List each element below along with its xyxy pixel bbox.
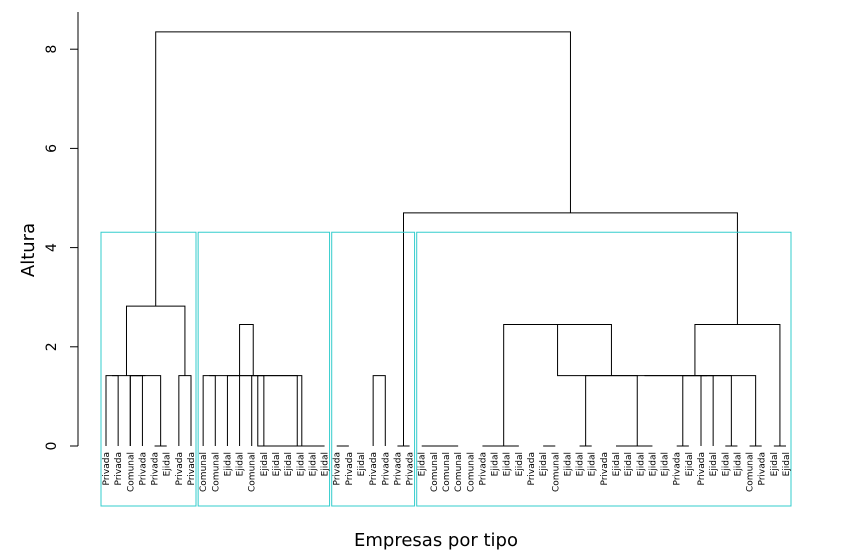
- leaf-label: Privada: [345, 452, 355, 486]
- leaf-label: Privada: [369, 452, 379, 486]
- leaf-label: Comunal: [442, 452, 452, 492]
- leaf-label: Ejidal: [272, 452, 282, 476]
- leaf-label: Privada: [527, 452, 537, 486]
- dendrogram-link: [202, 375, 216, 446]
- y-tick-label: 6: [44, 144, 60, 153]
- cluster-boxes: [100, 231, 792, 507]
- leaf-label: Ejidal: [770, 452, 780, 476]
- dendrogram-link: [155, 31, 571, 307]
- cluster-box: [331, 231, 416, 507]
- leaf-label: Ejidal: [685, 452, 695, 476]
- dendrogram-link: [403, 212, 738, 446]
- dendrogram-link: [209, 375, 298, 446]
- leaf-label: Privada: [406, 452, 416, 486]
- dendrogram-link: [372, 375, 386, 446]
- leaf-label: Comunal: [126, 452, 136, 492]
- leaf-label: Privada: [393, 452, 403, 486]
- dendrogram-link: [125, 305, 186, 376]
- leaf-label: Ejidal: [284, 452, 294, 476]
- cluster-box: [416, 231, 792, 507]
- leaf-label: Ejidal: [491, 452, 501, 476]
- leaf-label: Comunal: [211, 452, 221, 492]
- leaf-label: Privada: [333, 452, 343, 486]
- dendrogram-link: [239, 323, 254, 446]
- y-tick-label: 4: [44, 243, 60, 252]
- leaf-label: Ejidal: [576, 452, 586, 476]
- leaf-label: Ejidal: [782, 452, 792, 476]
- leaf-label: Ejidal: [588, 452, 598, 476]
- leaf-label: Ejidal: [612, 452, 622, 476]
- leaf-label: Comunal: [551, 452, 561, 492]
- leaf-label: Privada: [138, 452, 148, 486]
- leaf-label: Ejidal: [503, 452, 513, 476]
- leaf-label: Privada: [381, 452, 391, 486]
- dendrogram-branches: [105, 31, 786, 447]
- leaf-label: Privada: [600, 452, 610, 486]
- dendrogram-link: [178, 375, 192, 446]
- leaf-label: Ejidal: [563, 452, 573, 476]
- dendrogram-link: [585, 375, 638, 446]
- leaf-labels: Privada Privada Comunal Privada Privada Ejida…: [102, 452, 792, 492]
- leaf-label: Ejidal: [661, 452, 671, 476]
- leaf-label: Privada: [673, 452, 683, 486]
- leaf-label: Comunal: [746, 452, 756, 492]
- leaf-label: Comunal: [430, 452, 440, 492]
- x-axis-label: Empresas por tipo: [354, 530, 518, 551]
- dendrogram-link: [644, 375, 757, 446]
- y-tick-label: 2: [44, 342, 60, 351]
- leaf-label: Ejidal: [636, 452, 646, 476]
- leaf-label: Privada: [102, 452, 112, 486]
- y-axis: 0 2 4 6 8: [44, 12, 79, 451]
- leaf-label: Ejidal: [260, 452, 270, 476]
- leaf-label: Comunal: [248, 452, 258, 492]
- leaf-label: Comunal: [199, 452, 209, 492]
- leaf-label: Privada: [114, 452, 124, 486]
- leaf-label: Comunal: [466, 452, 476, 492]
- leaf-label: Ejidal: [296, 452, 306, 476]
- leaf-label: Privada: [478, 452, 488, 486]
- leaf-label: Ejidal: [721, 452, 731, 476]
- leaf-label: Ejidal: [321, 452, 331, 476]
- leaf-label: Ejidal: [223, 452, 233, 476]
- leaf-label: Ejidal: [418, 452, 428, 476]
- leaf-label: Privada: [697, 452, 707, 486]
- leaf-label: Ejidal: [236, 452, 246, 476]
- dendrogram-link: [226, 375, 303, 446]
- cluster-box: [100, 231, 197, 507]
- cluster-box: [197, 231, 331, 507]
- leaf-label: Ejidal: [357, 452, 367, 476]
- leaf-label: Ejidal: [163, 452, 173, 476]
- dendrogram-link: [129, 375, 143, 446]
- leaf-label: Privada: [151, 452, 161, 486]
- dendrogram-link: [694, 323, 781, 446]
- y-axis-label: Altura: [18, 223, 39, 277]
- leaf-label: Privada: [187, 452, 197, 486]
- leaf-label: Ejidal: [733, 452, 743, 476]
- y-tick-label: 8: [44, 45, 60, 54]
- leaf-label: Ejidal: [539, 452, 549, 476]
- dendrogram-link: [105, 375, 119, 446]
- y-tick-label: 0: [44, 442, 60, 451]
- leaf-label: Ejidal: [515, 452, 525, 476]
- leaf-label: Ejidal: [709, 452, 719, 476]
- dendrogram-link: [557, 324, 732, 446]
- leaf-label: Ejidal: [624, 452, 634, 476]
- leaf-label: Privada: [758, 452, 768, 486]
- dendrogram-link: [682, 375, 708, 446]
- leaf-label: Comunal: [454, 452, 464, 492]
- dendrogram-link: [700, 375, 714, 446]
- leaf-label: Ejidal: [308, 452, 318, 476]
- leaf-label: Ejidal: [648, 452, 658, 476]
- leaf-label: Privada: [175, 452, 185, 486]
- dendrogram-link: [129, 375, 162, 446]
